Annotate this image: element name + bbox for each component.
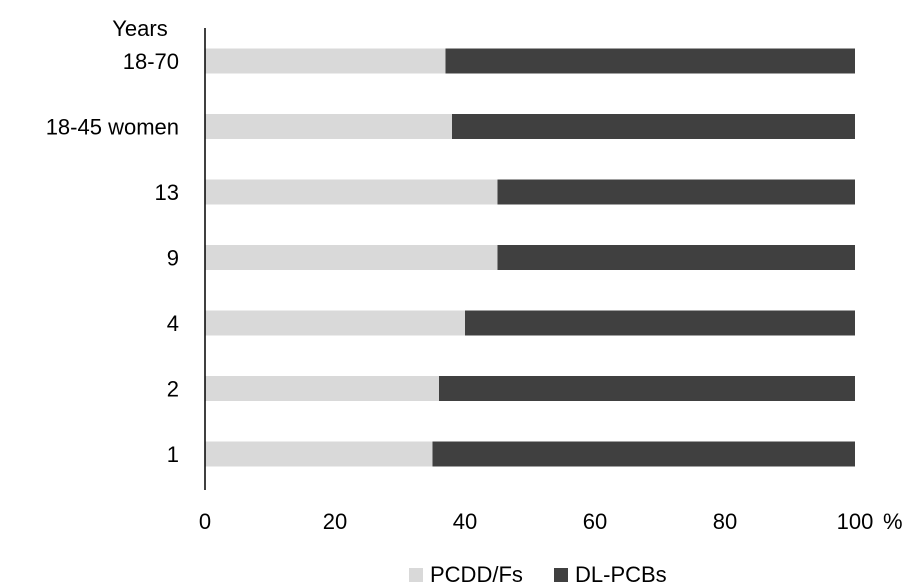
bar-segment-dl-pcbs — [452, 114, 855, 139]
bar-segment-pcdd-fs — [205, 441, 433, 467]
y-tick-label: 18-70 — [123, 49, 179, 74]
bar-segment-pcdd-fs — [205, 376, 439, 401]
bar-segment-dl-pcbs — [439, 376, 855, 401]
y-axis-title: Years — [112, 16, 167, 41]
legend-label-dl-pcbs: DL-PCBs — [575, 562, 667, 586]
y-tick-label: 2 — [167, 377, 179, 402]
legend-swatch-pcdd-fs — [409, 568, 423, 582]
y-tick-label: 1 — [167, 442, 179, 467]
x-tick-label: 40 — [453, 509, 477, 534]
x-tick-label: 0 — [199, 509, 211, 534]
bar-segment-pcdd-fs — [205, 114, 452, 139]
legend-swatch-dl-pcbs — [554, 568, 568, 582]
bar-segment-pcdd-fs — [205, 48, 446, 74]
x-tick-label: 60 — [583, 509, 607, 534]
bar-segment-dl-pcbs — [497, 245, 855, 270]
x-tick-label: 20 — [323, 509, 347, 534]
y-tick-label: 13 — [155, 180, 179, 205]
y-tick-label: 18-45 women — [46, 115, 179, 140]
bar-segment-dl-pcbs — [445, 48, 855, 74]
legend-label-pcdd-fs: PCDD/Fs — [430, 562, 523, 586]
x-tick-label: 100 — [837, 509, 874, 534]
bar-segment-dl-pcbs — [465, 310, 855, 336]
bar-segment-pcdd-fs — [205, 310, 465, 336]
x-tick-label: 80 — [713, 509, 737, 534]
bar-segment-pcdd-fs — [205, 245, 498, 270]
legend: PCDD/Fs DL-PCBs — [409, 562, 667, 586]
bar-segment-pcdd-fs — [205, 179, 498, 205]
bars-group — [205, 48, 855, 467]
y-tick-labels: 18-70 18-45 women 13 9 4 2 1 — [46, 49, 179, 467]
bar-segment-dl-pcbs — [432, 441, 855, 467]
x-tick-labels: 0 20 40 60 80 100 — [199, 509, 873, 534]
x-axis-unit: % — [883, 509, 903, 534]
y-tick-label: 9 — [167, 246, 179, 271]
y-tick-label: 4 — [167, 311, 179, 336]
bar-segment-dl-pcbs — [497, 179, 855, 205]
